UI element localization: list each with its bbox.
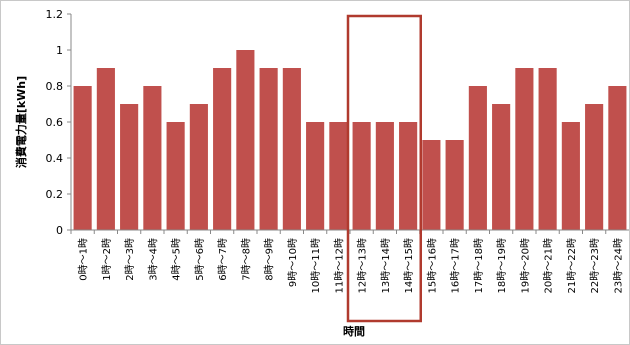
x-tick-label: 3時～4時 xyxy=(147,238,159,281)
y-tick-label: 0.8 xyxy=(46,80,64,93)
bar xyxy=(352,122,371,230)
bar xyxy=(73,86,92,230)
x-tick-label: 16時～17時 xyxy=(450,238,462,293)
x-tick-label: 11時～12時 xyxy=(333,238,345,293)
bar xyxy=(282,68,301,230)
bar xyxy=(236,50,255,230)
bar xyxy=(189,104,208,230)
bar xyxy=(561,122,580,230)
bar xyxy=(96,68,115,230)
x-tick-label: 18時～19時 xyxy=(496,238,508,293)
bar xyxy=(375,122,394,230)
x-tick-label: 0時～1時 xyxy=(78,238,90,281)
bar xyxy=(445,140,464,230)
x-tick-label: 13時～14時 xyxy=(380,238,392,293)
x-tick-label: 19時～20時 xyxy=(519,238,531,293)
x-tick-label: 8時～9時 xyxy=(264,238,276,281)
bar xyxy=(120,104,139,230)
x-axis-title: 時間 xyxy=(343,324,365,338)
bar xyxy=(306,122,325,230)
x-tick-label: 15時～16時 xyxy=(426,238,438,293)
x-axis: 0時～1時 1時～2時 2時～3時 3時～4時 4時～5時 5時～6時 6時～7時 7時～8時… xyxy=(70,229,629,293)
bar xyxy=(422,140,441,230)
bar xyxy=(515,68,534,230)
x-tick-label: 17時～18時 xyxy=(473,238,485,293)
x-tick-label: 10時～11時 xyxy=(310,238,322,293)
x-tick-label: 20時～21時 xyxy=(543,238,555,293)
bar xyxy=(608,86,627,230)
x-tick-label: 22時～23時 xyxy=(589,238,601,293)
bar xyxy=(166,122,185,230)
y-tick-label: 1 xyxy=(56,44,63,57)
y-axis-title: 消費電力量[kWh] xyxy=(14,76,28,168)
bar xyxy=(538,68,557,230)
y-tick-label: 0.6 xyxy=(46,116,64,129)
x-tick-label: 4時～5時 xyxy=(171,238,183,281)
bar xyxy=(492,104,511,230)
bar xyxy=(329,122,348,230)
y-tick-label: 0.2 xyxy=(46,188,64,201)
y-tick-label: 0.4 xyxy=(46,152,64,165)
bars xyxy=(73,50,627,230)
x-tick-label: 23時～24時 xyxy=(612,238,624,293)
bar xyxy=(585,104,604,230)
x-tick-label: 9時～10時 xyxy=(287,238,299,287)
x-tick-label: 7時～8時 xyxy=(240,238,252,281)
y-tick-label: 0 xyxy=(56,224,63,237)
x-tick-label: 2時～3時 xyxy=(124,238,136,281)
y-axis: 0 0.2 0.4 0.6 0.8 1 1.2 xyxy=(46,8,72,237)
x-tick-label: 12時～13時 xyxy=(357,238,369,293)
bar xyxy=(259,68,278,230)
y-tick-label: 1.2 xyxy=(46,8,64,21)
x-tick-label: 5時～6時 xyxy=(194,238,206,281)
highlight-box xyxy=(346,14,422,323)
x-tick-label: 21時～22時 xyxy=(566,238,578,293)
x-tick-label: 14時～15時 xyxy=(403,238,415,293)
bar xyxy=(213,68,232,230)
x-tick-label: 1時～2時 xyxy=(101,238,113,281)
bar xyxy=(399,122,418,230)
bar xyxy=(468,86,487,230)
bar xyxy=(143,86,162,230)
x-tick-label: 6時～7時 xyxy=(217,238,229,281)
